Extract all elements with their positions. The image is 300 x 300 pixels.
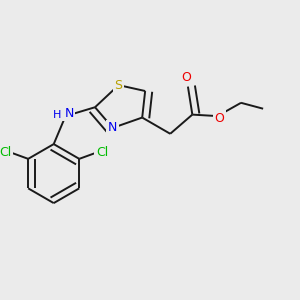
Text: N: N <box>108 122 117 134</box>
Text: H: H <box>52 110 61 120</box>
Text: S: S <box>115 79 123 92</box>
Text: Cl: Cl <box>0 146 12 159</box>
Text: O: O <box>182 71 191 84</box>
Text: Cl: Cl <box>96 146 108 159</box>
Text: O: O <box>214 112 224 125</box>
Text: N: N <box>64 106 74 120</box>
